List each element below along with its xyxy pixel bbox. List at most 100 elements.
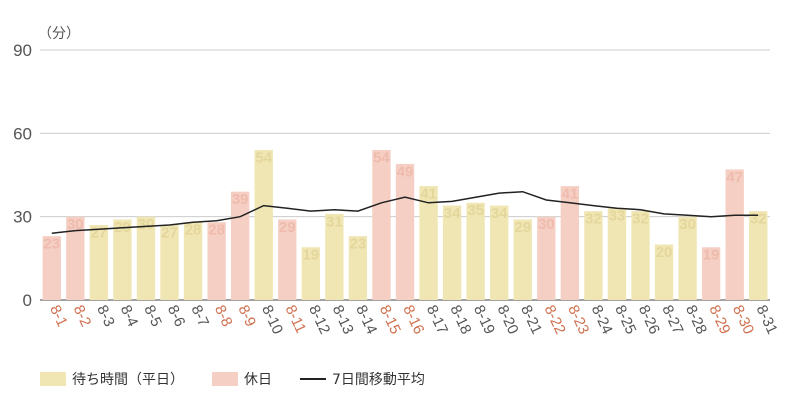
x-tick-label: 8-23	[564, 303, 592, 337]
x-tick-label: 8-28	[682, 303, 710, 337]
y-axis-unit-label: （分）	[38, 26, 80, 42]
legend-item-weekday: 待ち時間（平日）	[40, 369, 184, 389]
x-tick-label: 8-9	[235, 303, 260, 330]
bar-8-9	[230, 191, 250, 300]
value-label-8-17: 41	[420, 186, 437, 203]
x-tick-label: 8-24	[588, 303, 616, 337]
value-label-8-25: 33	[609, 208, 626, 225]
x-tick-label: 8-4	[117, 303, 142, 330]
value-label-8-7: 28	[185, 222, 202, 239]
x-tick-label: 8-5	[140, 303, 165, 330]
bar-8-13	[325, 213, 344, 300]
y-tick-label: 90	[13, 41, 32, 60]
y-axis-ticks: 0 30 60 90	[13, 41, 32, 310]
legend-swatch-moving-average	[300, 378, 326, 380]
legend-item-moving-average: 7日間移動平均	[300, 369, 425, 389]
bar-8-12	[301, 247, 320, 300]
value-label-8-6: 27	[161, 224, 178, 241]
value-label-8-3: 27	[91, 224, 108, 241]
bar-8-1	[42, 236, 61, 300]
value-label-8-16: 49	[397, 163, 414, 180]
bar-8-11	[278, 219, 297, 300]
x-tick-label: 8-6	[164, 303, 189, 330]
x-axis-ticks: 8-18-28-38-48-58-68-78-88-98-108-118-128…	[46, 303, 781, 337]
value-label-8-29: 19	[703, 247, 720, 264]
value-label-8-9: 39	[232, 191, 249, 208]
value-label-8-21: 29	[514, 219, 531, 236]
bar-8-26	[631, 211, 650, 300]
x-tick-label: 8-19	[470, 303, 498, 337]
legend-swatch-weekday	[40, 372, 66, 386]
value-label-8-12: 19	[302, 247, 319, 264]
bar-8-3	[89, 225, 109, 300]
value-label-8-26: 32	[632, 211, 649, 228]
bar-8-2	[66, 216, 85, 300]
value-label-8-10: 54	[255, 149, 272, 166]
x-tick-label: 8-3	[93, 303, 118, 330]
value-label-8-2: 30	[67, 216, 84, 233]
value-label-8-11: 29	[279, 219, 296, 236]
x-tick-label: 8-29	[706, 303, 734, 337]
value-label-8-1: 23	[43, 236, 60, 253]
value-label-8-14: 23	[350, 236, 367, 253]
bar-8-31	[749, 211, 768, 300]
bar-8-28	[678, 216, 697, 300]
bar-8-30	[725, 169, 744, 300]
legend-label-weekday: 待ち時間（平日）	[72, 372, 184, 388]
x-tick-label: 8-2	[70, 303, 95, 330]
value-label-8-23: 41	[561, 186, 578, 203]
bar-8-20	[490, 205, 509, 300]
value-label-8-15: 54	[373, 149, 390, 166]
bar-8-8	[207, 222, 226, 300]
x-tick-label: 8-25	[611, 303, 639, 337]
legend-swatch-holiday	[212, 372, 238, 386]
value-label-8-27: 20	[656, 244, 673, 261]
x-tick-label: 8-13	[329, 303, 357, 337]
value-label-8-5: 30	[138, 216, 155, 233]
bar-8-14	[348, 236, 368, 300]
x-tick-label: 8-30	[729, 303, 757, 337]
bar-8-18	[442, 205, 462, 300]
bar-8-29	[701, 247, 721, 300]
value-label-8-30: 47	[726, 169, 743, 186]
y-tick-label: 30	[13, 208, 32, 227]
x-tick-label: 8-18	[446, 303, 474, 337]
x-tick-label: 8-7	[187, 303, 212, 330]
x-tick-label: 8-10	[258, 303, 286, 337]
y-tick-label: 60	[13, 124, 32, 143]
bar-8-5	[136, 216, 156, 300]
bar-8-23	[560, 186, 580, 300]
value-label-8-8: 28	[208, 222, 225, 239]
bar-8-6	[160, 225, 179, 300]
x-tick-label: 8-12	[305, 303, 333, 337]
x-tick-label: 8-31	[753, 303, 781, 337]
legend-item-holiday: 休日	[212, 369, 272, 389]
x-tick-label: 8-14	[352, 303, 380, 337]
x-tick-label: 8-22	[541, 303, 569, 337]
x-tick-label: 8-11	[282, 303, 310, 336]
x-tick-label: 8-21	[517, 303, 545, 337]
value-label-8-19: 35	[467, 202, 484, 219]
bar-8-22	[537, 216, 556, 300]
bar-8-10	[254, 150, 273, 300]
bar-8-25	[607, 208, 627, 300]
bar-8-15	[372, 150, 391, 300]
bar-8-19	[466, 202, 485, 300]
y-tick-label: 0	[23, 291, 32, 310]
legend-label-holiday: 休日	[244, 372, 272, 388]
moving-average-line	[51, 190, 759, 235]
bar-8-21	[513, 219, 532, 300]
bars	[42, 150, 768, 300]
x-tick-label: 8-20	[494, 303, 522, 337]
x-tick-label: 8-15	[376, 303, 404, 337]
legend-label-moving-average: 7日間移動平均	[332, 372, 425, 388]
x-tick-label: 8-8	[211, 303, 236, 330]
bar-8-16	[395, 163, 415, 300]
legend: 待ち時間（平日） 休日 7日間移動平均	[40, 368, 453, 390]
bar-8-4	[113, 219, 132, 300]
bar-8-27	[654, 244, 674, 300]
value-label-8-20: 34	[491, 205, 508, 222]
value-labels: 23 30 27 29 30 27 28 28 39 54 29 19 31 23 54 49 41 34 35 34…	[43, 149, 766, 263]
bar-8-17	[419, 186, 438, 300]
